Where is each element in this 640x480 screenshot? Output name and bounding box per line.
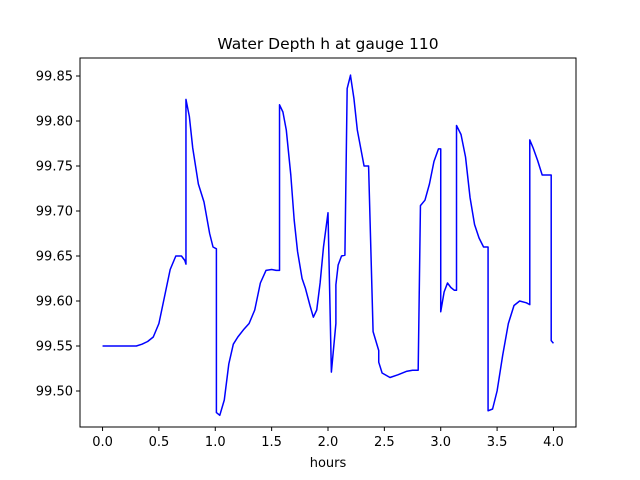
x-tick-label: 1.5 xyxy=(261,435,282,450)
series-layer xyxy=(102,74,555,417)
x-axis-label: hours xyxy=(310,456,347,471)
x-tick-label: 3.5 xyxy=(487,435,508,450)
x-tick-label: 1.0 xyxy=(205,435,226,450)
x-tick-label: 2.5 xyxy=(374,435,395,450)
x-tick-label: 0.5 xyxy=(149,435,170,450)
y-tick-label: 99.70 xyxy=(36,205,73,220)
y-tick-label: 99.80 xyxy=(36,115,73,130)
x-axis-ticks: 0.0 0.5 1.0 1.5 2.0 2.5 3.0 3.5 4.0 xyxy=(92,427,564,450)
y-tick-label: 99.75 xyxy=(36,160,73,175)
y-tick-label: 99.55 xyxy=(36,340,73,355)
y-tick-label: 99.60 xyxy=(36,295,73,310)
x-tick-label: 4.0 xyxy=(543,435,564,450)
series-line xyxy=(102,74,555,417)
x-tick-label: 3.0 xyxy=(430,435,451,450)
y-tick-label: 99.65 xyxy=(36,250,73,265)
x-tick-label: 0.0 xyxy=(92,435,113,450)
y-tick-label: 99.85 xyxy=(36,70,73,85)
y-axis-ticks: 99.50 99.55 99.60 99.65 99.70 99.75 99.80 99.85 xyxy=(36,70,80,400)
y-tick-label: 99.50 xyxy=(36,385,73,400)
x-tick-label: 2.0 xyxy=(318,435,339,450)
chart-title: Water Depth h at gauge 110 xyxy=(217,35,438,53)
